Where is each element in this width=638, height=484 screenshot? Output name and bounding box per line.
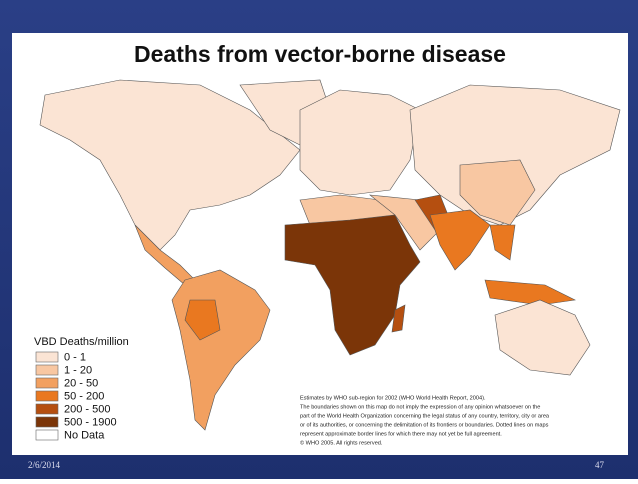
legend-swatch — [35, 377, 59, 389]
world-map — [39, 79, 621, 431]
region — [299, 89, 421, 196]
date: 2/6/2014 — [28, 460, 61, 470]
legend-label: 1 - 20 — [64, 364, 92, 376]
legend-swatch — [35, 403, 59, 415]
note: Estimates by WHO sub-region for 2002 (WH… — [300, 395, 550, 446]
region — [429, 209, 491, 271]
note-line: © WHO 2005. All rights reserved. — [300, 439, 383, 446]
note-line: Estimates by WHO sub-region for 2002 (WH… — [300, 395, 486, 401]
region — [494, 299, 591, 376]
region — [39, 79, 301, 251]
legend-title: VBD Deaths/million — [34, 336, 129, 348]
legend-swatch — [35, 364, 59, 376]
legend-swatch — [35, 416, 59, 428]
legend-swatch — [35, 351, 59, 363]
legend-label: 500 - 1900 — [64, 416, 117, 428]
note-line: part of the World Health Organization co… — [300, 413, 550, 419]
legend-swatch — [35, 429, 59, 441]
page-number: 47 — [595, 460, 605, 470]
legend-label: 50 - 200 — [64, 390, 104, 402]
title: Deaths from vector-borne disease — [134, 41, 506, 67]
legend-label: 0 - 1 — [64, 351, 86, 363]
region — [391, 304, 406, 333]
region — [484, 279, 576, 306]
region — [284, 214, 421, 356]
legend-label: 20 - 50 — [64, 377, 98, 389]
region — [489, 224, 516, 261]
region — [184, 299, 221, 341]
note-line: The boundaries shown on this map do not … — [300, 404, 540, 410]
legend-label: No Data — [64, 429, 105, 441]
note-line: or of its authorities, or concerning the… — [300, 422, 549, 428]
legend-label: 200 - 500 — [64, 403, 110, 415]
legend-swatch — [35, 390, 59, 402]
note-line: represent approximate border lines for w… — [300, 431, 502, 437]
